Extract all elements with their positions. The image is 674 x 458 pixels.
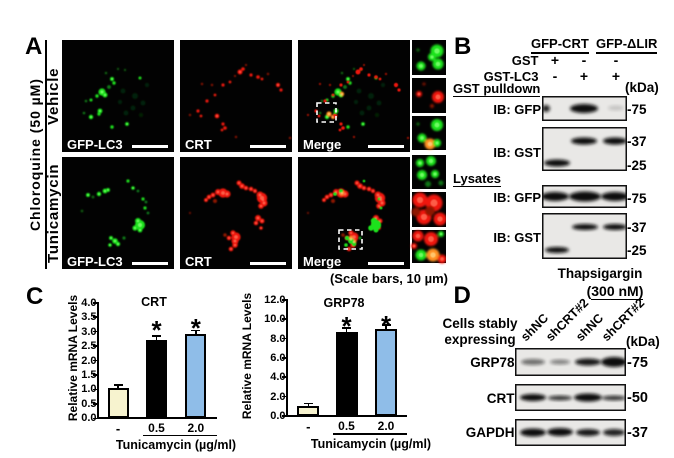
svg-text:GFP-LC3: GFP-LC3: [67, 137, 123, 152]
svg-text:CRT: CRT: [185, 254, 212, 269]
svg-text:CRT: CRT: [185, 137, 212, 152]
svg-text:Merge: Merge: [303, 254, 341, 269]
svg-text:Merge: Merge: [303, 137, 341, 152]
svg-text:GFP-LC3: GFP-LC3: [67, 254, 123, 269]
